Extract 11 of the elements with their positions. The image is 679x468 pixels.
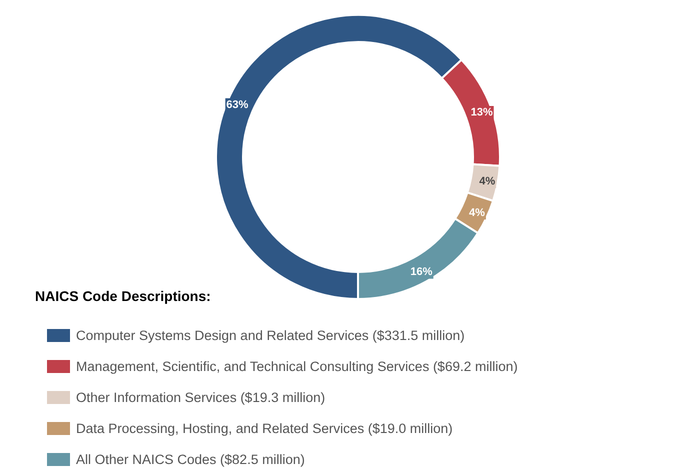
legend-label: Computer Systems Design and Related Services ($331.5 million) <box>76 328 465 343</box>
data-label: 4% <box>469 206 486 219</box>
data-label: 16% <box>410 266 433 278</box>
data-label: 13% <box>470 106 493 118</box>
legend-title: NAICS Code Descriptions: <box>35 288 211 304</box>
legend-label: Management, Scientific, and Technical Consulting Services ($69.2 million) <box>76 359 518 374</box>
data-label: 4% <box>479 176 496 188</box>
data-label: 63% <box>226 98 249 111</box>
legend-label: All Other NAICS Codes ($82.5 million) <box>76 452 305 467</box>
legend-label: Data Processing, Hosting, and Related Services ($19.0 million) <box>76 421 453 436</box>
legend-label: Other Information Services ($19.3 million) <box>76 390 326 405</box>
